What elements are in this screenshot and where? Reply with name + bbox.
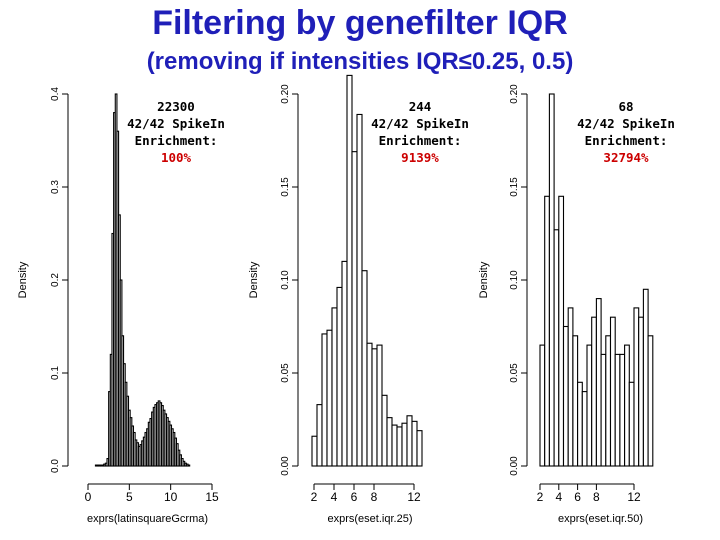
x-tick-label: 6 (351, 490, 358, 504)
histogram-bar (572, 335, 579, 467)
y-tick-label: 0.10 (509, 270, 520, 290)
histogram-bar (341, 260, 348, 467)
y-tick-label: 0.2 (50, 273, 61, 287)
x-tick-label: 8 (371, 490, 378, 504)
x-axis-label: exprs(eset.iqr.50) (558, 513, 643, 525)
histogram-bar (346, 74, 353, 467)
y-tick-label: 0.0 (50, 459, 61, 473)
x-axis-label: exprs(latinsquareGcrma) (87, 513, 208, 525)
histogram-bar (376, 344, 383, 467)
x-axis-label: exprs(eset.iqr.25) (328, 513, 413, 525)
y-tick-label: 0.1 (50, 366, 61, 380)
enrichment-label: Enrichment: (379, 133, 462, 148)
histogram-bar (567, 307, 574, 467)
histogram-bar (326, 329, 333, 467)
histogram-bar (647, 335, 654, 467)
histogram-bar (581, 391, 588, 467)
histogram-bar (562, 325, 569, 467)
x-tick-label: 5 (126, 490, 133, 504)
gene-count: 244 (409, 99, 432, 114)
y-tick-label: 0.4 (50, 87, 61, 101)
x-tick-label: 4 (555, 490, 562, 504)
y-tick-label: 0.3 (50, 180, 61, 194)
histogram-bar (386, 417, 393, 467)
histogram-bar (642, 288, 649, 467)
histogram-bar (401, 422, 408, 467)
y-axis-label: Density (17, 261, 29, 298)
x-tick-label: 6 (574, 490, 581, 504)
histogram-bar (586, 344, 593, 467)
histogram-bar (391, 424, 398, 467)
histogram-bar (361, 270, 368, 467)
y-tick-label: 0.10 (280, 270, 291, 290)
y-axis-label: Density (478, 261, 490, 298)
spikein-count: 42/42 SpikeIn (127, 116, 225, 131)
x-tick-label: 4 (331, 490, 338, 504)
histogram-bar (381, 394, 388, 467)
y-axis-label: Density (248, 261, 260, 298)
histogram-bar (638, 316, 644, 467)
histogram-bar (633, 307, 640, 467)
y-tick-label: 0.05 (280, 363, 291, 383)
histogram-bar (336, 286, 343, 467)
enrichment-label: Enrichment: (135, 133, 218, 148)
y-tick-label: 0.15 (509, 177, 520, 197)
x-tick-label: 10 (164, 490, 178, 504)
histogram-bar (544, 195, 550, 467)
y-tick-label: 0.00 (509, 456, 520, 476)
histogram-bar (628, 381, 635, 467)
histogram-bar (548, 93, 555, 467)
histogram-bar (600, 353, 607, 467)
histogram-bar (614, 353, 621, 467)
slide-subtitle: (removing if intensities IQR≤0.25, 0.5) (146, 48, 574, 75)
histogram-bar (331, 307, 338, 467)
gene-count: 68 (618, 99, 633, 114)
histogram-bar (321, 333, 328, 467)
histogram-bar (558, 195, 565, 467)
histogram-bar (595, 298, 602, 467)
histogram-bar (591, 316, 597, 467)
histogram-bar (187, 464, 191, 467)
spikein-count: 42/42 SpikeIn (371, 116, 469, 131)
histogram-bar (577, 381, 583, 467)
histogram-bar (406, 415, 413, 467)
histogram-bar (371, 348, 378, 467)
y-tick-label: 0.05 (509, 363, 520, 383)
gene-count: 22300 (157, 99, 195, 114)
histogram-bar (396, 426, 403, 467)
y-tick-label: 0.20 (280, 84, 291, 104)
x-tick-label: 0 (85, 490, 92, 504)
histogram-bar (316, 404, 323, 467)
histogram-bar (624, 344, 630, 467)
histogram-bar (553, 229, 560, 467)
x-tick-label: 15 (205, 490, 219, 504)
x-tick-label: 8 (593, 490, 600, 504)
x-tick-label: 2 (537, 490, 544, 504)
histogram-bar (411, 420, 418, 467)
histogram-bar (539, 344, 546, 467)
slide-title: Filtering by genefilter IQR (152, 4, 568, 42)
histogram-bar (366, 342, 373, 467)
y-tick-label: 0.15 (280, 177, 291, 197)
histogram-bar (619, 353, 626, 467)
x-tick-label: 12 (627, 490, 641, 504)
x-tick-label: 12 (407, 490, 421, 504)
histogram-bar (356, 113, 363, 467)
histogram-bar (416, 430, 423, 467)
histogram-bar (311, 435, 318, 467)
histogram-bar (605, 335, 612, 467)
enrichment-value: 100% (161, 150, 192, 165)
enrichment-value: 32794% (603, 150, 649, 165)
histogram-bar (351, 151, 358, 467)
y-tick-label: 0.20 (509, 84, 520, 104)
histogram-bar (609, 316, 616, 467)
spikein-count: 42/42 SpikeIn (577, 116, 675, 131)
y-tick-label: 0.00 (280, 456, 291, 476)
x-tick-label: 2 (311, 490, 318, 504)
enrichment-value: 9139% (401, 150, 439, 165)
enrichment-label: Enrichment: (585, 133, 668, 148)
